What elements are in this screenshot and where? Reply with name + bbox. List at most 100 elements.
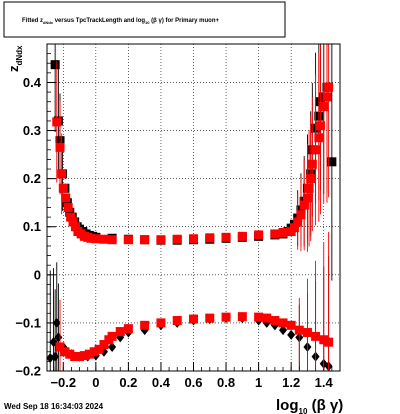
data-point — [306, 174, 316, 184]
y-tick-label: −0.1 — [15, 315, 41, 330]
data-point — [91, 234, 101, 244]
data-point — [49, 337, 58, 348]
data-point — [65, 349, 75, 359]
data-point — [70, 222, 80, 232]
data-point — [79, 351, 89, 361]
data-point — [107, 235, 117, 245]
data-point — [123, 235, 133, 245]
data-point — [140, 320, 150, 330]
y-tick-label: 0.1 — [23, 219, 41, 234]
data-point — [293, 217, 303, 227]
plot-frame — [46, 43, 341, 372]
y-tick-label: 0 — [34, 267, 41, 282]
data-point — [58, 183, 68, 193]
data-point — [221, 312, 231, 322]
data-point — [278, 228, 288, 238]
x-axis-title-main: log — [276, 397, 299, 414]
data-point — [254, 230, 264, 240]
data-point — [315, 121, 325, 131]
data-point — [237, 312, 247, 322]
data-point — [304, 183, 314, 193]
data-point — [324, 337, 334, 347]
data-point — [299, 200, 309, 210]
data-point — [254, 312, 264, 322]
data-point — [296, 210, 306, 220]
data-point — [70, 352, 80, 362]
y-tick-label: 0.4 — [23, 75, 42, 90]
data-point — [63, 203, 73, 212]
data-point — [311, 331, 321, 341]
y-tick-labels: −0.2 −0.1 0 0.1 0.2 0.3 0.4 — [15, 75, 41, 379]
data-point — [68, 217, 78, 227]
title-box — [3, 1, 286, 38]
x-tick-label: 1 — [255, 375, 262, 390]
data-point — [89, 347, 99, 357]
data-point — [156, 318, 166, 328]
data-point — [62, 198, 72, 208]
x-tick-label: 0.4 — [152, 375, 171, 390]
data-point — [279, 325, 288, 336]
data-point — [66, 212, 76, 222]
title-suffix: (β γ) for Primary muon+ — [151, 18, 219, 24]
data-point — [108, 341, 117, 352]
data-point — [319, 102, 329, 112]
y-axis-title-sub: dNdx — [15, 45, 24, 66]
title-z-sub: dNdx — [43, 20, 54, 25]
x-tick-label: −0.2 — [50, 375, 76, 390]
data-point — [324, 82, 334, 92]
data-point — [61, 193, 71, 203]
data-point — [189, 234, 198, 244]
data-point — [286, 320, 296, 330]
data-point — [55, 342, 65, 352]
data-point — [52, 317, 61, 328]
y-tick-label: 0.3 — [23, 123, 41, 138]
title-middle: versus TpcTrackLength and log — [55, 18, 146, 24]
data-point — [140, 235, 150, 245]
data-point — [307, 159, 317, 169]
data-point — [115, 327, 125, 337]
data-point — [302, 328, 312, 338]
data-point — [52, 117, 62, 127]
data-point — [107, 331, 117, 341]
data-point — [156, 235, 166, 245]
data-point — [50, 60, 60, 70]
data-point — [86, 233, 96, 243]
x-tick-label: 0.2 — [119, 375, 137, 390]
x-tick-label: 1.4 — [315, 375, 334, 390]
data-point — [270, 229, 280, 239]
data-point — [57, 169, 67, 179]
y-tick-label: −0.2 — [15, 364, 41, 379]
data-point — [172, 316, 182, 326]
data-point — [75, 352, 85, 362]
timestamp: Wed Sep 18 16:34:03 2024 — [4, 402, 104, 411]
data-point — [99, 234, 109, 244]
series-red-square — [55, 232, 334, 371]
y-axis-title-main: z — [6, 65, 21, 72]
data-point — [287, 329, 296, 340]
data-point — [123, 324, 133, 334]
x-tick-label: 1.2 — [282, 375, 300, 390]
data-point — [51, 351, 60, 362]
x-axis-title: log10 (β γ) — [276, 397, 343, 414]
data-point — [205, 233, 215, 243]
data-point — [314, 133, 324, 143]
series-red-square — [52, 44, 334, 252]
data-point — [189, 314, 198, 324]
data-point — [94, 344, 104, 354]
data-point — [302, 193, 312, 203]
data-point — [278, 318, 288, 328]
data-point — [327, 157, 337, 167]
data-point — [262, 313, 272, 323]
x-tick-labels: −0.2 0 0.2 0.4 0.6 0.8 1 1.2 1.4 — [50, 375, 333, 390]
data-point — [65, 207, 75, 217]
data-point — [294, 325, 304, 335]
x-axis-title-sub: 10 — [299, 407, 308, 414]
x-tick-label: 0 — [92, 375, 99, 390]
title-log-sub: 10 — [145, 20, 150, 25]
title-prefix: Fitted — [22, 18, 39, 24]
data-point — [319, 335, 329, 345]
data-point — [221, 232, 231, 242]
data-point — [322, 92, 332, 102]
data-point — [55, 142, 65, 152]
